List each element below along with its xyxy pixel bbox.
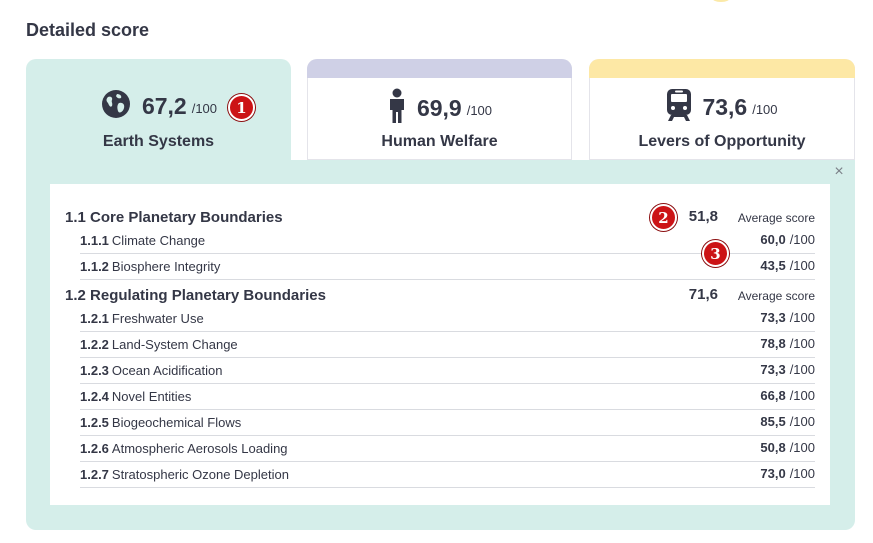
annotation-badge: 2 xyxy=(650,204,677,231)
row-code: 1.1.1 xyxy=(80,233,109,248)
score-value: 67,2 xyxy=(141,93,187,119)
row-name: Stratospheric Ozone Depletion xyxy=(111,467,289,482)
row-value: 43,5 xyxy=(760,258,786,273)
table-row: 1.2.4 Novel Entities 66,8/100 xyxy=(80,384,815,410)
row-code: 1.2.5 xyxy=(80,415,109,430)
score-value: 73,6 xyxy=(702,94,748,120)
table-row: 1.2.6 Atmospheric Aerosols Loading 50,8/1… xyxy=(80,436,815,462)
row-value: 78,8 xyxy=(760,336,786,351)
globe-icon xyxy=(100,88,132,125)
row-name: Climate Change xyxy=(111,233,206,248)
page-title: Detailed score xyxy=(26,20,150,40)
row-value: 73,3 xyxy=(760,362,786,377)
group-header-regulating-boundaries: 1.2 Regulating Planetary Boundaries 71,6… xyxy=(65,286,815,309)
row-max: /100 xyxy=(789,336,815,351)
group-label: 1.2 Regulating Planetary Boundaries xyxy=(65,287,326,304)
row-code: 1.2.3 xyxy=(80,363,109,378)
tab-label: Earth Systems xyxy=(102,133,215,150)
person-icon xyxy=(387,88,407,129)
tab-human-welfare[interactable]: 69,9 /100 Human Welfare xyxy=(307,59,572,160)
score-max: /100 xyxy=(466,103,493,118)
row-max: /100 xyxy=(789,232,815,247)
table-row: 1.2.5 Biogeochemical Flows 85,5/100 xyxy=(80,410,815,436)
annotation-badge: 3 xyxy=(702,240,729,267)
score-value: 69,9 xyxy=(416,95,462,121)
tab-label: Human Welfare xyxy=(381,133,498,150)
table-row: 1.1.2 Biosphere Integrity 43,5/100 xyxy=(80,254,815,280)
table-row: 1.2.7 Stratospheric Ozone Depletion 73,0/… xyxy=(80,462,815,488)
score-max: /100 xyxy=(752,102,778,117)
table-row: 1.1.1 Climate Change 60,0/100 xyxy=(80,228,815,254)
row-value: 73,3 xyxy=(760,310,786,325)
detail-card xyxy=(50,184,830,505)
row-max: /100 xyxy=(789,362,815,377)
row-name: Biogeochemical Flows xyxy=(111,415,242,430)
group-header-core-boundaries: 1.1 Core Planetary Boundaries 51,8 Avera… xyxy=(65,208,815,231)
close-button[interactable]: × xyxy=(834,163,844,180)
row-value: 60,0 xyxy=(760,232,786,247)
tab-stripe xyxy=(307,59,572,78)
row-name: Biosphere Integrity xyxy=(111,259,221,274)
row-value: 73,0 xyxy=(760,466,786,481)
row-code: 1.2.7 xyxy=(80,467,109,482)
table-row: 1.2.1 Freshwater Use 73,3/100 xyxy=(80,306,815,332)
row-max: /100 xyxy=(789,466,815,481)
row-max: /100 xyxy=(789,258,815,273)
row-value: 50,8 xyxy=(760,440,786,455)
table-row: 1.2.2 Land-System Change 78,8/100 xyxy=(80,332,815,358)
group-score: 71,6 xyxy=(688,286,718,303)
group-score: 51,8 xyxy=(688,208,718,225)
tab-stripe xyxy=(589,59,855,78)
row-code: 1.1.2 xyxy=(80,259,109,274)
average-score-label: Average score xyxy=(737,289,815,303)
row-value: 85,5 xyxy=(760,414,786,429)
row-code: 1.2.6 xyxy=(80,441,109,456)
row-name: Land-System Change xyxy=(111,337,238,352)
row-code: 1.2.1 xyxy=(80,311,109,326)
row-max: /100 xyxy=(789,440,815,455)
row-name: Novel Entities xyxy=(111,389,192,404)
row-name: Freshwater Use xyxy=(111,311,204,326)
train-icon xyxy=(666,88,692,127)
row-max: /100 xyxy=(789,414,815,429)
tab-label: Levers of Opportunity xyxy=(638,133,806,150)
row-code: 1.2.4 xyxy=(80,389,109,404)
row-code: 1.2.2 xyxy=(80,337,109,352)
table-row: 1.2.3 Ocean Acidification 73,3/100 xyxy=(80,358,815,384)
score-max: /100 xyxy=(191,101,218,116)
row-max: /100 xyxy=(789,388,815,403)
average-score-label: Average score xyxy=(737,211,815,225)
decorative-dot xyxy=(712,0,730,2)
row-max: /100 xyxy=(789,310,815,325)
tab-levers-of-opportunity[interactable]: 73,6 /100 Levers of Opportunity xyxy=(589,59,855,160)
row-name: Atmospheric Aerosols Loading xyxy=(111,441,288,456)
row-name: Ocean Acidification xyxy=(111,363,223,378)
annotation-badge: 1 xyxy=(228,94,255,121)
group-label: 1.1 Core Planetary Boundaries xyxy=(65,209,283,226)
row-value: 66,8 xyxy=(760,388,786,403)
